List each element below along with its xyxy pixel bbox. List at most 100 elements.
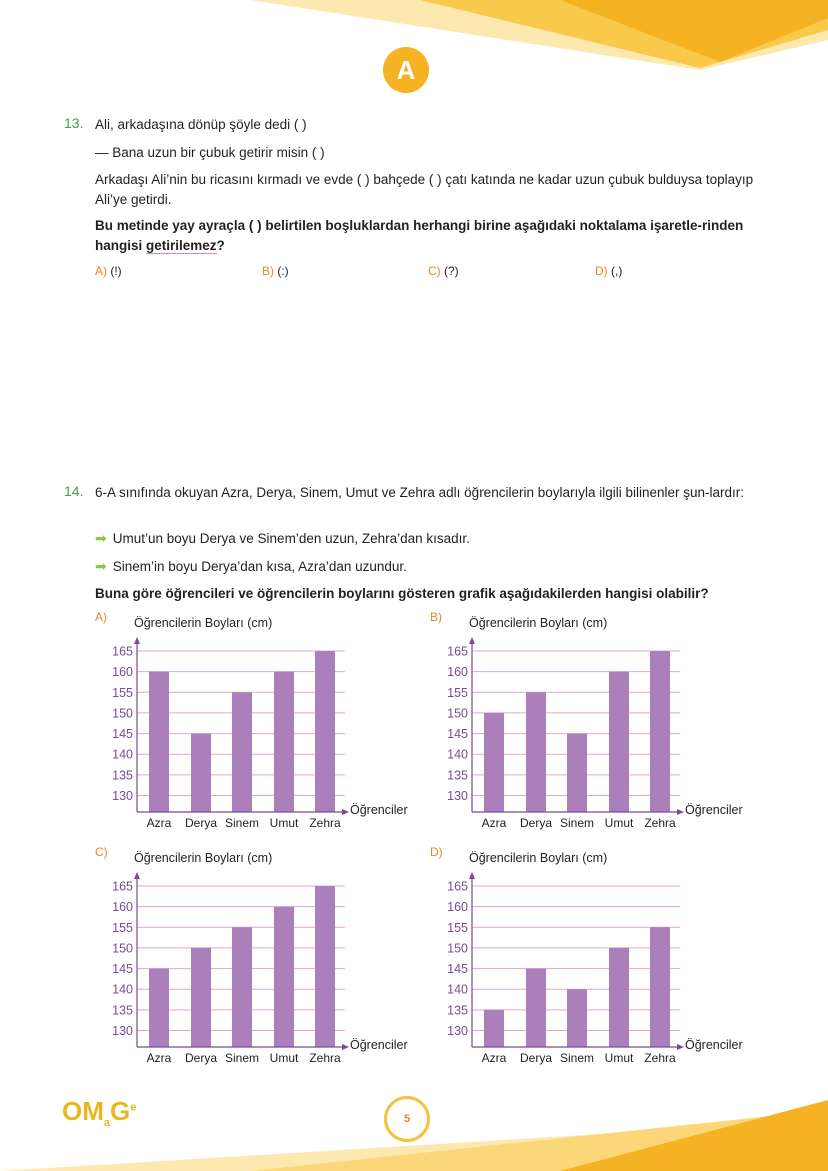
bar-chart: 130 135 140 145 150 155 160 165 Azra Derya Sinem Um…	[112, 637, 349, 830]
x-tick-label: Derya	[185, 816, 217, 830]
arrow-icon: ➡	[95, 530, 107, 546]
y-tick-label: 145	[447, 727, 468, 741]
y-tick-label: 145	[447, 962, 468, 976]
y-tick-label: 140	[447, 748, 468, 762]
chart-title: Öğrencilerin Boyları (cm)	[134, 616, 273, 630]
chart-option-label: D)	[430, 845, 443, 859]
x-tick-label: Zehra	[644, 1051, 676, 1065]
q13-line2: — Bana uzun bir çubuk getirir misin ( )	[95, 145, 325, 160]
question-number: 14.	[64, 483, 84, 499]
x-tick-label: Azra	[482, 1051, 507, 1065]
y-tick-label: 155	[447, 921, 468, 935]
y-tick-label: 150	[447, 706, 468, 720]
y-tick-label: 150	[112, 941, 133, 955]
bar-azra	[149, 671, 169, 812]
bar-zehra	[650, 927, 670, 1047]
question-number: 13.	[64, 115, 84, 131]
omage-logo: OMaGe	[62, 1096, 137, 1130]
x-tick-label: Sinem	[225, 1051, 259, 1065]
x-tick-label: Umut	[605, 1051, 634, 1065]
y-tick-label: 155	[112, 686, 133, 700]
bar-umut	[274, 671, 294, 812]
chart-option-d[interactable]: 130 135 140 145 150 155 160 165 Azra Derya Sinem Um…	[425, 845, 765, 1077]
chart-option-b[interactable]: 130 135 140 145 150 155 160 165 Azra Derya Sinem Um…	[425, 610, 765, 842]
q13-option-a[interactable]: A) (!)	[95, 264, 122, 278]
y-tick-label: 160	[112, 900, 133, 914]
y-tick-label: 155	[112, 921, 133, 935]
y-tick-label: 165	[112, 645, 133, 659]
y-tick-label: 165	[447, 645, 468, 659]
chart-option-a[interactable]: 130 135 140 145 150 155 160 165 Azra Derya Sinem Um…	[90, 610, 430, 842]
q13-option-b[interactable]: B) (:)	[262, 264, 289, 278]
x-axis-arrow-icon	[677, 809, 684, 815]
q14-question: Buna göre öğrencileri ve öğrencilerin bo…	[95, 586, 709, 601]
bar-azra	[149, 968, 169, 1047]
bar-umut	[274, 906, 294, 1047]
y-tick-label: 135	[112, 768, 133, 782]
y-tick-label: 130	[447, 789, 468, 803]
y-tick-label: 150	[447, 941, 468, 955]
x-tick-label: Azra	[147, 816, 172, 830]
y-tick-label: 145	[112, 962, 133, 976]
x-tick-label: Derya	[185, 1051, 217, 1065]
q14-intro: 6-A sınıfında okuyan Azra, Derya, Sinem,…	[95, 485, 745, 500]
x-axis-arrow-icon	[342, 809, 349, 815]
x-axis-arrow-icon	[342, 1044, 349, 1050]
x-tick-label: Sinem	[560, 816, 594, 830]
chart-title: Öğrencilerin Boyları (cm)	[469, 851, 608, 865]
x-tick-label: Derya	[520, 816, 552, 830]
bar-azra	[484, 1009, 504, 1047]
y-tick-label: 160	[112, 665, 133, 679]
bar-derya	[526, 692, 546, 812]
bar-chart: 130 135 140 145 150 155 160 165 Azra Derya Sinem Um…	[447, 637, 684, 830]
chart-title: Öğrencilerin Boyları (cm)	[469, 616, 608, 630]
bar-sinem	[232, 927, 252, 1047]
y-axis-arrow-icon	[134, 872, 140, 879]
bar-derya	[191, 733, 211, 812]
y-tick-label: 140	[447, 983, 468, 997]
bar-zehra	[315, 886, 335, 1047]
x-tick-label: Zehra	[644, 816, 676, 830]
header-decoration	[250, 0, 828, 70]
q13-option-d[interactable]: D) (,)	[595, 264, 623, 278]
x-axis-label: Öğrenciler	[350, 803, 408, 817]
y-tick-label: 155	[447, 686, 468, 700]
bar-sinem	[232, 692, 252, 812]
arrow-icon: ➡	[95, 558, 107, 574]
y-tick-label: 130	[112, 1024, 133, 1038]
y-axis-arrow-icon	[469, 872, 475, 879]
bar-sinem	[567, 733, 587, 812]
y-tick-label: 135	[447, 768, 468, 782]
x-tick-label: Zehra	[309, 1051, 341, 1065]
chart-option-label: A)	[95, 610, 107, 624]
y-axis-arrow-icon	[469, 637, 475, 644]
y-tick-label: 160	[447, 900, 468, 914]
bar-zehra	[315, 651, 335, 812]
q13-line3: Arkadaşı Ali’nin bu ricasını kırmadı ve …	[95, 172, 754, 207]
bar-chart: 130 135 140 145 150 155 160 165 Azra Derya Sinem Um…	[447, 872, 684, 1065]
x-tick-label: Sinem	[560, 1051, 594, 1065]
y-axis-arrow-icon	[134, 637, 140, 644]
q14-bullet: ➡ Umut’un boyu Derya ve Sinem’den uzun, Z…	[95, 530, 470, 546]
chart-option-label: C)	[95, 845, 108, 859]
x-tick-label: Umut	[270, 816, 299, 830]
y-tick-label: 135	[112, 1003, 133, 1017]
x-tick-label: Umut	[605, 816, 634, 830]
y-tick-label: 130	[447, 1024, 468, 1038]
y-tick-label: 130	[112, 789, 133, 803]
bar-azra	[484, 712, 504, 812]
chart-title: Öğrencilerin Boyları (cm)	[134, 851, 273, 865]
chart-option-c[interactable]: 130 135 140 145 150 155 160 165 Azra Derya Sinem Um…	[90, 845, 430, 1077]
x-tick-label: Zehra	[309, 816, 341, 830]
y-tick-label: 135	[447, 1003, 468, 1017]
q13-option-c[interactable]: C) (?)	[428, 264, 459, 278]
bar-zehra	[650, 651, 670, 812]
x-tick-label: Sinem	[225, 816, 259, 830]
footer-decoration	[0, 1100, 828, 1171]
y-tick-label: 165	[112, 880, 133, 894]
x-tick-label: Derya	[520, 1051, 552, 1065]
bar-derya	[191, 947, 211, 1047]
bar-umut	[609, 947, 629, 1047]
y-tick-label: 145	[112, 727, 133, 741]
